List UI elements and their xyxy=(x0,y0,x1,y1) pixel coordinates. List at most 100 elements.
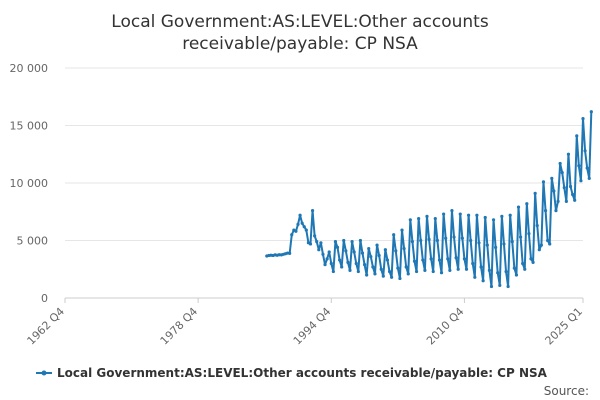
data-point[interactable] xyxy=(425,214,429,218)
data-point[interactable] xyxy=(485,243,489,247)
data-point[interactable] xyxy=(554,209,558,213)
data-point[interactable] xyxy=(383,248,387,252)
data-point[interactable] xyxy=(564,199,568,203)
data-point[interactable] xyxy=(431,269,435,274)
data-point[interactable] xyxy=(516,205,521,209)
data-point[interactable] xyxy=(379,267,383,271)
data-point[interactable] xyxy=(489,284,494,289)
data-point[interactable] xyxy=(371,265,375,269)
source-label[interactable]: Source: xyxy=(544,384,589,398)
data-point[interactable] xyxy=(298,213,302,217)
data-point[interactable] xyxy=(579,179,583,183)
data-point[interactable] xyxy=(398,276,402,281)
data-point[interactable] xyxy=(587,176,591,180)
data-point[interactable] xyxy=(375,243,379,247)
data-point[interactable] xyxy=(454,256,458,260)
data-point[interactable] xyxy=(589,110,593,114)
data-point[interactable] xyxy=(288,251,292,255)
data-point[interactable] xyxy=(533,191,537,195)
data-point[interactable] xyxy=(406,272,410,276)
data-point[interactable] xyxy=(496,271,500,275)
data-point[interactable] xyxy=(523,267,527,271)
data-point[interactable] xyxy=(548,242,552,246)
data-point[interactable] xyxy=(404,265,408,269)
data-point[interactable] xyxy=(342,238,346,243)
data-point[interactable] xyxy=(491,218,496,222)
data-point[interactable] xyxy=(462,257,467,261)
data-point[interactable] xyxy=(566,152,571,156)
data-point[interactable] xyxy=(442,212,446,216)
data-point[interactable] xyxy=(294,229,298,233)
data-point[interactable] xyxy=(475,213,479,217)
data-point[interactable] xyxy=(558,161,562,166)
data-point[interactable] xyxy=(562,186,566,190)
data-point[interactable] xyxy=(427,237,431,241)
data-point[interactable] xyxy=(408,218,412,222)
data-point[interactable] xyxy=(362,263,367,267)
data-point[interactable] xyxy=(350,240,354,244)
data-point[interactable] xyxy=(446,257,450,261)
data-point[interactable] xyxy=(300,221,304,225)
data-point[interactable] xyxy=(365,273,369,277)
data-point[interactable] xyxy=(369,255,373,259)
data-point[interactable] xyxy=(317,248,321,252)
data-point[interactable] xyxy=(573,198,577,202)
data-point[interactable] xyxy=(302,225,306,229)
data-point[interactable] xyxy=(325,257,329,261)
data-point[interactable] xyxy=(410,240,415,244)
data-point[interactable] xyxy=(358,238,363,243)
data-point[interactable] xyxy=(296,222,300,226)
data-point[interactable] xyxy=(458,212,462,216)
data-point[interactable] xyxy=(514,273,519,277)
data-point[interactable] xyxy=(448,268,452,272)
legend[interactable]: Local Government:AS:LEVEL:Other accounts… xyxy=(36,366,548,380)
data-point[interactable] xyxy=(527,232,531,236)
data-point[interactable] xyxy=(483,215,487,220)
data-point[interactable] xyxy=(381,274,385,278)
data-point[interactable] xyxy=(439,271,444,275)
data-point[interactable] xyxy=(473,275,477,279)
data-point[interactable] xyxy=(390,275,394,279)
data-point[interactable] xyxy=(356,269,360,274)
data-point[interactable] xyxy=(583,149,587,153)
data-point[interactable] xyxy=(529,257,533,261)
data-point[interactable] xyxy=(423,268,427,272)
data-point[interactable] xyxy=(568,184,573,189)
data-point[interactable] xyxy=(510,240,514,244)
data-point[interactable] xyxy=(352,250,356,254)
data-point[interactable] xyxy=(466,213,471,217)
data-point[interactable] xyxy=(392,233,396,237)
data-point[interactable] xyxy=(335,245,340,249)
data-point[interactable] xyxy=(546,238,550,243)
data-point[interactable] xyxy=(521,261,525,266)
data-point[interactable] xyxy=(537,248,541,252)
data-point[interactable] xyxy=(502,242,506,246)
data-point[interactable] xyxy=(402,246,406,251)
data-point[interactable] xyxy=(539,243,543,247)
data-point[interactable] xyxy=(460,236,464,240)
data-point[interactable] xyxy=(419,238,423,243)
data-point[interactable] xyxy=(315,240,319,244)
data-point[interactable] xyxy=(310,209,315,213)
data-point[interactable] xyxy=(469,238,473,243)
data-point[interactable] xyxy=(506,284,510,289)
data-point[interactable] xyxy=(340,265,344,269)
data-point[interactable] xyxy=(412,259,417,263)
data-point[interactable] xyxy=(367,246,371,251)
data-point[interactable] xyxy=(575,134,579,138)
data-point[interactable] xyxy=(504,269,508,274)
data-point[interactable] xyxy=(308,242,313,246)
data-point[interactable] xyxy=(429,257,433,261)
data-point[interactable] xyxy=(479,265,483,269)
data-point[interactable] xyxy=(550,176,554,180)
data-point[interactable] xyxy=(333,240,338,244)
data-point[interactable] xyxy=(541,180,546,184)
data-point[interactable] xyxy=(290,233,294,237)
data-point[interactable] xyxy=(508,213,512,217)
data-point[interactable] xyxy=(346,260,350,264)
data-point[interactable] xyxy=(338,258,342,262)
data-point[interactable] xyxy=(450,209,454,213)
data-point[interactable] xyxy=(535,223,539,228)
data-point[interactable] xyxy=(344,249,348,253)
data-point[interactable] xyxy=(433,217,437,221)
